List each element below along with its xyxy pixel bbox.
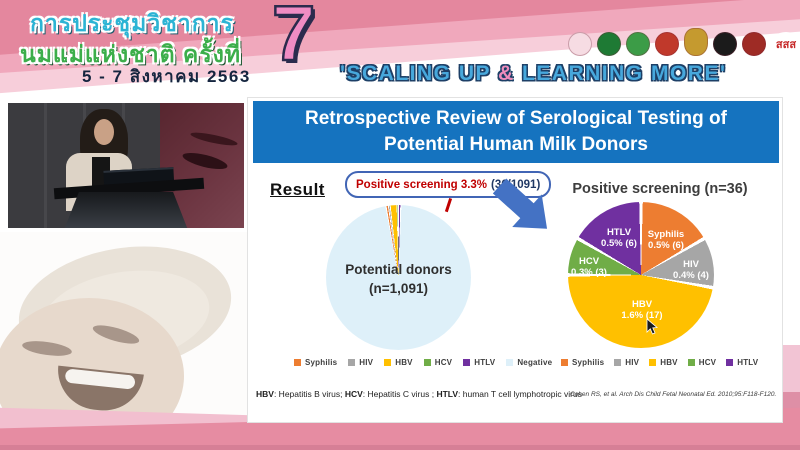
backdrop-baby-eye [181, 149, 229, 173]
footer-pink-strip-dark [0, 445, 800, 450]
legend-item: HBV [384, 358, 413, 367]
legend-item: HTLV [463, 358, 495, 367]
mother-child-foundation-logo [568, 32, 592, 56]
slice-label-hiv: HIV 0.4% (4) [659, 259, 723, 282]
positive-screening-pie-title: Positive screening (n=36) [572, 181, 748, 197]
legend-item: Syphilis [294, 358, 337, 367]
hiv-name: HIV [683, 259, 699, 270]
legend-item: Negative [506, 358, 552, 367]
royal-crest-crown-logo [684, 28, 708, 56]
hbv-name: HBV [631, 299, 653, 310]
legend-item: HBV [649, 358, 678, 367]
legend-swatch-hiv [614, 359, 622, 366]
hcv-value: 0.3% (3) [571, 267, 607, 279]
background-baby-photo [0, 232, 252, 428]
legend-swatch-hiv [348, 359, 356, 366]
conference-tagline: 'SCALING UP & LEARNING MORE' [340, 62, 726, 86]
potential-donors-label: Potential donors (n=1,091) [326, 205, 471, 350]
edition-number: 7 [271, 0, 317, 78]
potential-donors-pie-chart: Potential donors (n=1,091) [326, 205, 471, 350]
mouse-cursor-icon [646, 318, 658, 335]
conference-banner: การประชุมวิชาการ นมแม่แห่งชาติ ครั้งที่ … [0, 0, 800, 96]
donors-label-line1: Potential donors [345, 261, 452, 277]
health-org-green-logo-1 [597, 32, 621, 56]
red-seal-logo [742, 32, 766, 56]
thai-health-sss-logo: สสส [771, 32, 800, 56]
university-black-seal-logo [713, 32, 737, 56]
syphilis-name: Syphilis [647, 229, 685, 240]
royal-emblem-gold-logo [655, 32, 679, 56]
legend-item: HIV [348, 358, 373, 367]
conference-title-line2: นมแม่แห่งชาติ ครั้งที่ [20, 41, 242, 67]
legend-item: HCV [423, 358, 453, 367]
slice-label-hbv: HBV 1.6% (17) [610, 299, 674, 322]
legend-swatch-negative [506, 359, 514, 366]
positive-screening-pie-chart: Syphilis 0.5% (6) HIV 0.4% (4) HBV 1.6% … [568, 202, 714, 348]
legend-swatch-syphilis [561, 359, 568, 366]
legend-swatch-hbv [649, 359, 657, 366]
callout-highlight: Positive screening 3.3% [356, 178, 488, 191]
hbv-value: 1.6% (17) [621, 310, 663, 322]
legend-swatch-hcv [687, 359, 695, 366]
legend-potential-donors: Syphilis HIV HBV HCV HTLV Negative [294, 358, 552, 367]
abbreviations-footnote: HBV: Hepatitis B virus; HCV: Hepatitis C… [256, 389, 582, 399]
blue-arrow-icon [482, 167, 566, 250]
slice-label-htlv: HTLV 0.5% (6) [587, 227, 651, 250]
htlv-name: HTLV [606, 227, 632, 238]
htlv-value: 0.5% (6) [601, 238, 637, 250]
tagline-post: LEARNING MORE' [514, 62, 727, 85]
legend-item: HIV [614, 358, 639, 367]
slide-title: Retrospective Review of Serological Test… [253, 101, 779, 163]
conference-title-line1: การประชุมวิชาการ [30, 10, 234, 36]
health-org-green-logo-2 [626, 32, 650, 56]
legend-item: HTLV [726, 358, 758, 367]
legend-item: HCV [687, 358, 717, 367]
syphilis-value: 0.5% (6) [648, 240, 684, 252]
legend-swatch-htlv [726, 359, 734, 366]
legend-positive-screening: Syphilis HIV HBV HCV HTLV [561, 358, 758, 367]
hcv-name: HCV [578, 256, 600, 267]
sponsor-logos-row: สสส [568, 28, 800, 56]
result-heading: Result [270, 180, 325, 199]
donors-label-line2: (n=1,091) [369, 280, 428, 296]
slice-label-syphilis: Syphilis 0.5% (6) [634, 229, 698, 252]
conference-date: 5 - 7 สิงหาคม 2563 [82, 67, 251, 86]
reference-citation: Cohen RS, et al. Arch Dis Child Fetal Ne… [570, 391, 777, 398]
podium [64, 192, 188, 228]
legend-swatch-hcv [423, 359, 431, 366]
tagline-ampersand: & [497, 62, 515, 85]
legend-swatch-syphilis [294, 359, 301, 366]
hiv-value: 0.4% (4) [673, 270, 709, 282]
backdrop-baby-brow [189, 130, 239, 148]
tagline-pre: 'SCALING UP [340, 62, 498, 85]
legend-swatch-hbv [384, 359, 392, 366]
baby-teeth [64, 368, 136, 390]
legend-swatch-htlv [463, 359, 471, 366]
legend-item: Syphilis [561, 358, 604, 367]
slice-label-hcv: HCV 0.3% (3) [557, 256, 621, 279]
presenter-video [8, 103, 244, 228]
presentation-slide: Retrospective Review of Serological Test… [247, 97, 783, 423]
right-edge-pink-light [783, 345, 800, 395]
presenter-face [94, 119, 114, 145]
